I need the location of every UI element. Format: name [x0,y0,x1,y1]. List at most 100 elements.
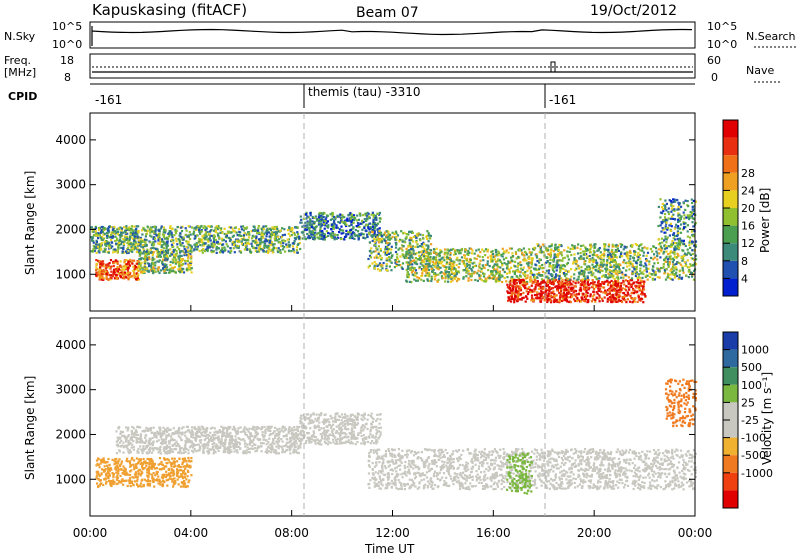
power-cell [233,244,235,246]
power-cell [517,265,519,267]
power-cell [173,254,175,256]
power-cell [688,266,690,268]
power-cell [580,300,582,302]
power-cell [142,244,144,246]
power-cell [398,240,400,242]
power-cell [388,248,390,250]
power-cell [267,252,269,254]
power-cell [509,287,511,289]
power-cell [374,241,376,243]
power-cell [628,289,630,291]
power-cell [140,271,142,273]
power-cell [191,226,193,228]
power-cell [627,262,629,264]
power-cell [223,247,225,249]
power-cell [95,272,97,274]
power-cell [633,268,635,270]
power-cell [207,247,209,249]
power-cell [252,240,254,242]
power-cell [435,256,437,258]
power-cell [663,259,665,261]
power-cell [542,287,544,289]
power-cell [361,220,363,222]
power-cell [152,259,154,261]
power-cell [160,269,162,271]
power-cell [418,251,420,253]
power-cell [335,227,337,229]
power-cell [539,246,541,248]
power-cell [511,259,513,261]
power-cell [391,262,393,264]
power-cell [186,246,188,248]
power-cell [559,295,561,297]
power-cell [606,259,608,261]
power-cell [157,242,159,244]
nsky-strip: N.Sky 10^5 10^0 10^5 10^0 N.Search [4,20,796,51]
power-cell [238,247,240,249]
power-cell [334,238,336,240]
power-cell [601,298,603,300]
power-cell [211,235,213,237]
power-cell [464,265,466,267]
power-cell [216,252,218,254]
power-cell [215,239,217,241]
power-cell [250,243,252,245]
power-cell [511,284,513,286]
power-cell [555,273,557,275]
power-cell [135,275,137,277]
power-cell [110,259,112,261]
power-cell [635,262,637,264]
power-cell [557,281,559,283]
power-cell [420,279,422,281]
power-cell [633,260,635,262]
power-cell [476,272,478,274]
power-cell [175,238,177,240]
power-cell [582,278,584,280]
power-cell [666,256,668,258]
power-cell [405,257,407,259]
power-cell [164,257,166,259]
power-cell [345,233,347,235]
power-cell [533,288,535,290]
power-cell [661,238,663,240]
power-cell [269,236,271,238]
power-cell [348,225,350,227]
power-cell [613,269,615,271]
power-cell [141,233,143,235]
power-cell [592,259,594,261]
power-cell [456,264,458,266]
power-cell [663,263,665,265]
power-cell [296,252,298,254]
power-cell [596,284,598,286]
power-cell [644,295,646,297]
power-cell [125,267,127,269]
power-cell [423,280,425,282]
power-cell [279,230,281,232]
power-cell [292,232,294,234]
power-cell [470,279,472,281]
power-cell [110,266,112,268]
power-cell [669,261,671,263]
power-cell [114,248,116,250]
power-cell [562,257,564,259]
power-cell [178,248,180,250]
power-cell [547,281,549,283]
power-cell [147,226,149,228]
power-cell [161,251,163,253]
power-cell [592,281,594,283]
power-cell [426,274,428,276]
power-cell [109,247,111,249]
power-cell [628,286,630,288]
power-cell [414,246,416,248]
power-cell [622,292,624,294]
power-cell [199,244,201,246]
power-cell [623,284,625,286]
power-cell [512,255,514,257]
power-cell [158,230,160,232]
power-cell [678,276,680,278]
power-cell [685,217,687,219]
power-cell [392,236,394,238]
power-cell [124,272,126,274]
power-cell [123,226,125,228]
power-cell [491,260,493,262]
